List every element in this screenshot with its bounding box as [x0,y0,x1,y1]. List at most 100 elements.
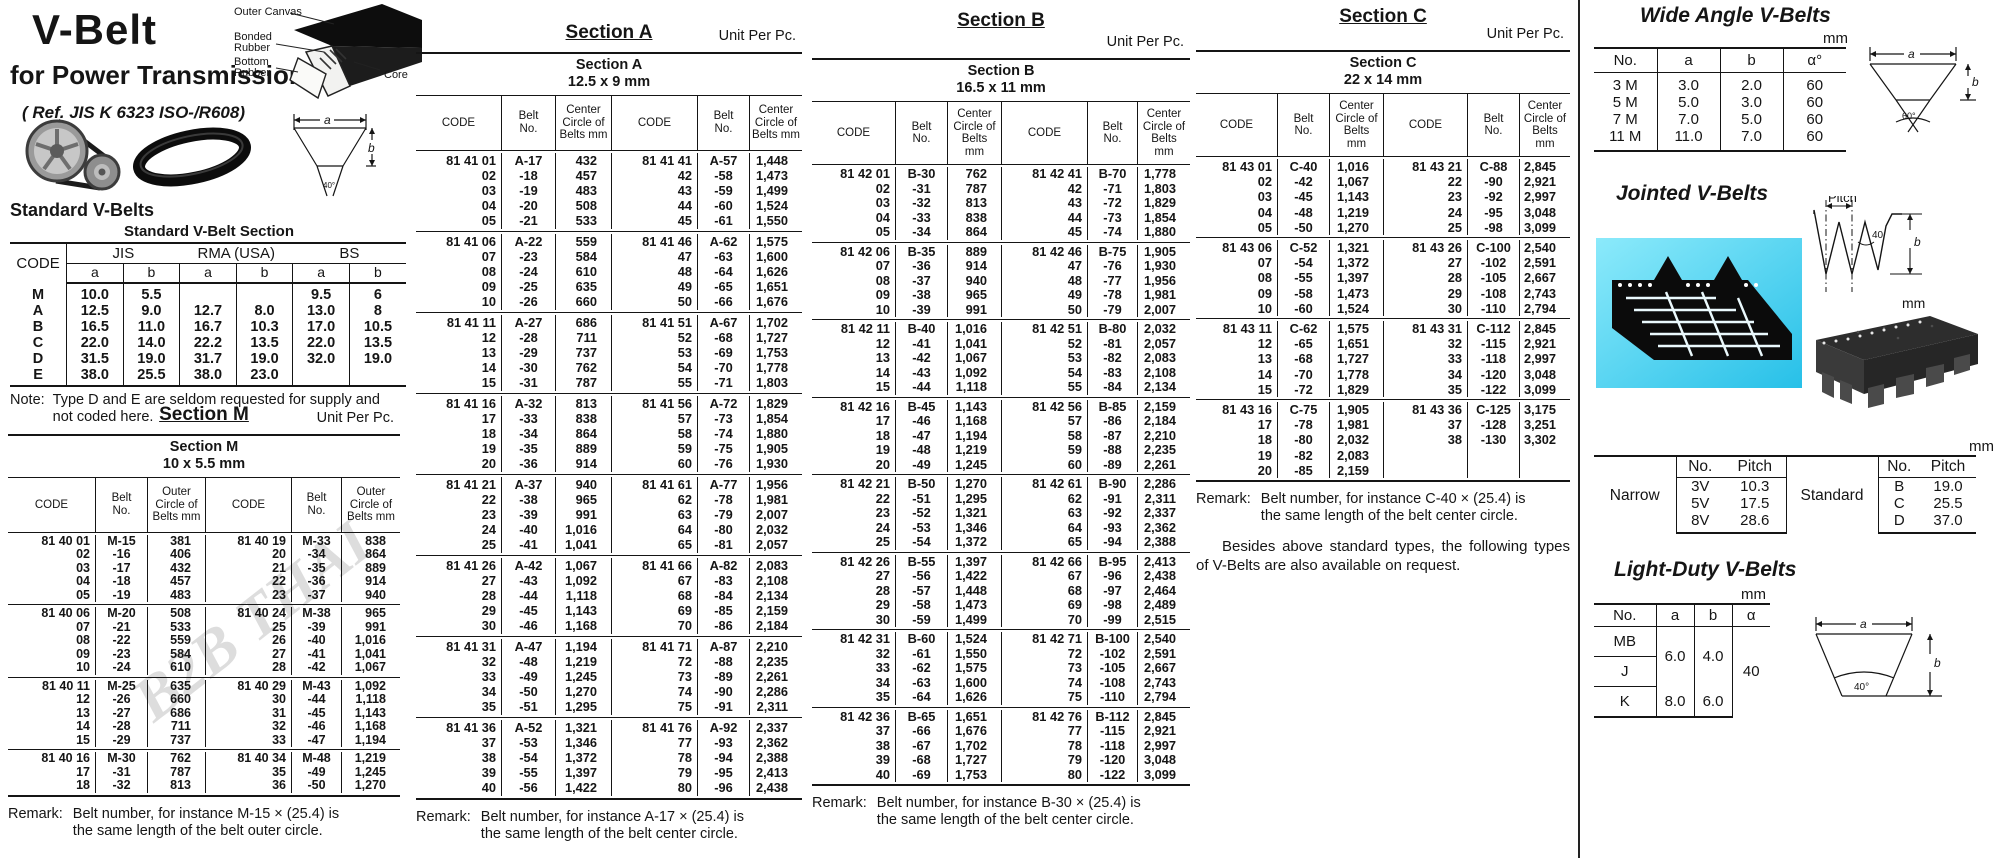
table-cell: 60 [1002,457,1088,472]
remark-text: Belt number, for instance B-30 × (25.4) … [876,795,1141,828]
table-cell: 3,175 [1523,402,1556,418]
table-cell: 1,626 [948,689,1002,705]
table-cell: 81 43 06 [1196,240,1278,256]
value-cell: 8.0 [236,303,294,319]
table-cell: B-40 [896,321,948,337]
table-cell: -64 [698,263,750,280]
table-cell: 19 [1196,447,1278,463]
light-duty-unit: mm [1741,586,1766,603]
table-cell: 965 [556,491,612,507]
table-cell: 03 [1196,189,1278,205]
table-cell: 1,473 [1330,285,1384,301]
table-cell: -51 [502,699,556,715]
dim-a-label: a [324,113,331,127]
table-group: 81 41 11 A-27 686 81 41 51 A-67 1,702 12 -28 711… [416,311,802,393]
table-cell: -43 [896,365,948,380]
table-cell: 1,219 [354,751,386,765]
table-cell: 81 40 11 [8,679,96,693]
table-row: D 31.5 19.0 31.7 19.0 32.0 19.0 [10,351,406,367]
table-cell: 1,829 [755,395,788,411]
table-cell: 1,524 [1330,300,1384,317]
table-cell: -79 [1088,302,1138,317]
table-cell: 1,168 [556,618,612,634]
table-cell: 23 [416,506,502,523]
column-header: No. [1594,603,1657,627]
table-cell: A-77 [698,476,750,492]
table-cell: 05 [416,213,502,229]
value-cell: 4.0 [1694,626,1733,687]
table-row: K 8.0 6.0 [1594,686,1770,718]
value-cell: 60 [1806,111,1824,128]
table-cell: -83 [1088,365,1138,380]
table-cell: 72 [612,653,698,669]
table-cell: A-62 [698,233,750,249]
table-cell: B-75 [1088,244,1138,259]
table-cell: 17 [8,765,96,779]
table-group: 81 41 21 A-37 940 81 41 61 A-77 1,956 22 -38 965… [416,473,802,555]
table-cell: 64 [612,522,698,538]
table-cell: 12 [8,692,96,707]
remark: Remark: Belt number, for instance M-15 × … [8,806,400,840]
value-cell: 17.0 [292,319,350,335]
column-header: CODE [612,96,698,150]
dim-b-label: b [368,141,375,155]
table-cell: 1,346 [556,734,612,751]
column-header: Belt No. [1088,102,1138,164]
table-cell: 22 [206,574,292,589]
table-cell: -21 [96,620,148,634]
table-cell: -84 [698,587,750,604]
table-cell: 09 [812,287,896,303]
table-cell: 762 [148,751,206,766]
wide-angle-heading: Wide Angle V-Belts [1640,4,1831,27]
table-cell: A-47 [502,638,556,654]
table-cell: 30 [812,612,896,627]
table-group: 81 43 01 C-40 1,016 81 43 21 C-88 2,845 02 -42 1… [1196,156,1570,237]
table-cell: -44 [502,587,556,604]
table-cell: 711 [148,719,206,734]
table-group: 81 40 01 M-15 381 81 40 19 M-33 838 02 -16 406 20… [8,531,400,605]
pitch-angle-label: 40 [1872,230,1884,241]
wide-angle-table: No. a b α° 3 M 3.0 2.0 60 5 M 5.0 3.0 60 7 M 7.0 5.0 60… [1594,47,1846,152]
light-duty-diagram: a b 40° [1815,617,1942,697]
table-cell: 1,550 [755,213,788,229]
table-cell: 991 [556,506,612,523]
table-cell: -42 [896,350,948,366]
table-cell: 25 [812,534,896,550]
pitch-b-label: b [1914,235,1921,249]
table-cell: -33 [896,210,948,225]
table-cell: -61 [896,646,948,661]
table-cell: 1,930 [755,456,788,472]
table-cell: 81 41 56 [612,395,698,411]
table-cell: -62 [896,660,948,676]
table-row: 3V 10.3 B 19.0 [1594,477,1976,495]
value-cell: 60 [1806,77,1824,94]
table-cell: -16 [96,547,148,562]
table-cell: 79 [1002,752,1088,768]
table-cell: 24 [812,520,896,535]
table-group: 81 42 36 B-65 1,651 81 42 76 B-112 2,845 37 -66… [812,706,1190,785]
table-cell: 864 [948,224,1002,240]
table-cell: 813 [556,395,612,411]
table-cell: 08 [8,633,96,648]
table-cell: 72 [1002,646,1088,661]
outer-canvas-label: Outer Canvas [234,6,302,18]
table-cell: 2,794 [1523,300,1556,316]
table-cell: -68 [896,752,948,768]
table-cell: -78 [1088,287,1138,303]
table-cell: 2,032 [755,522,788,538]
table-cell: 2,388 [755,750,788,766]
table-cell: 2,438 [755,780,788,796]
table-cell: -31 [96,765,148,779]
table-cell: 2,743 [1523,285,1556,301]
table-cell: 1,778 [1330,366,1384,382]
table-cell: A-17 [502,152,556,168]
table-cell: 635 [148,679,206,693]
table-cell: 1,397 [556,765,612,781]
table-cell: -55 [502,765,556,781]
group-header: BS [292,242,406,264]
table-cell: B-85 [1088,399,1138,414]
table-cell: 81 41 11 [416,314,502,330]
value-cell: 22.2 [179,335,237,351]
table-cell [1468,447,1520,463]
table-cell: -120 [1088,752,1138,768]
